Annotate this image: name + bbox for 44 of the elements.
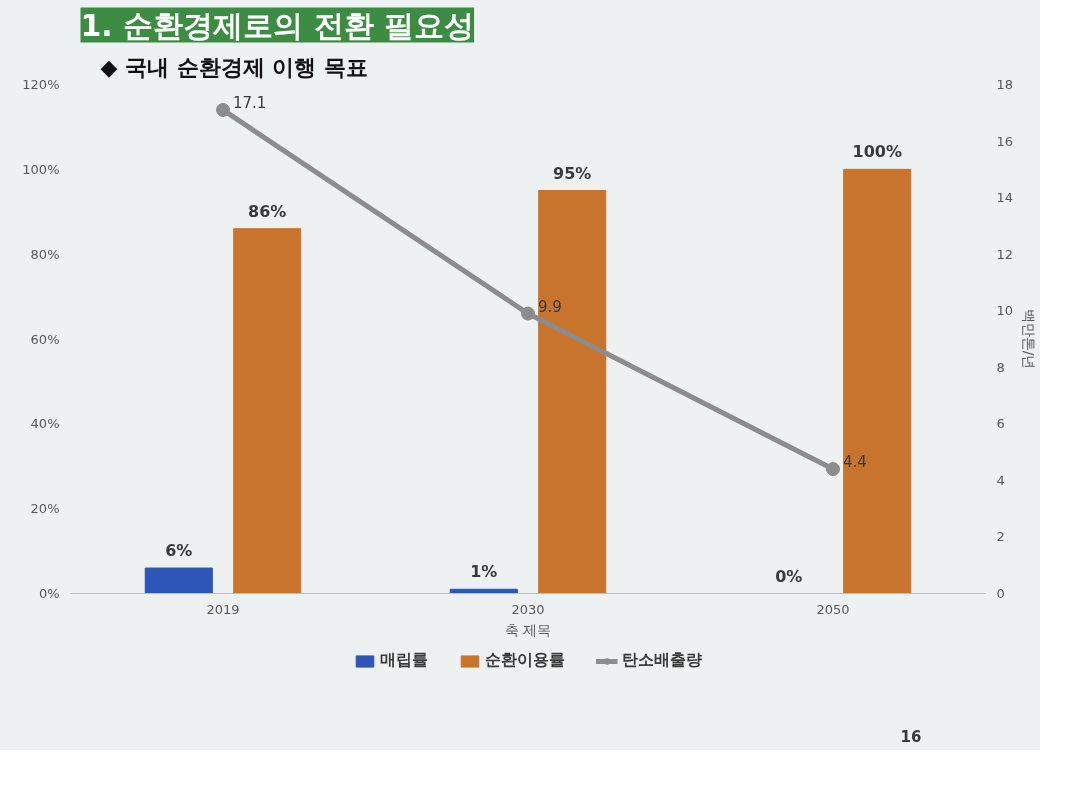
y2-tick-label: 4	[996, 472, 1005, 488]
y2-tick-label: 0	[996, 586, 1005, 601]
point	[216, 102, 230, 117]
point	[521, 306, 535, 321]
data-label: 95%	[553, 163, 592, 183]
chart-subtitle: ◆ 국내 순환경제 이행 목표	[100, 54, 369, 80]
y2-tick-label: 6	[996, 416, 1005, 432]
y2-tick-label: 2	[996, 529, 1005, 545]
data-label: 4.4	[843, 453, 867, 472]
data-label: 1%	[470, 562, 498, 582]
bar	[843, 168, 912, 594]
y2-tick-label: 8	[996, 359, 1005, 375]
x-axis-title: 축 제목	[504, 621, 552, 638]
data-label: 6%	[165, 541, 193, 561]
legend-label: 탄소배출량	[622, 650, 702, 671]
data-label: 100%	[852, 142, 902, 162]
x-tick-label: 2050	[816, 601, 850, 617]
y-tick-label: 20%	[30, 501, 60, 517]
data-label: 9.9	[538, 297, 562, 316]
text: 16	[900, 727, 922, 746]
point	[826, 462, 840, 477]
y2-tick-label: 16	[996, 133, 1014, 149]
bar	[144, 567, 213, 594]
y2-tick-label: 10	[996, 303, 1014, 319]
chart-title: 1. 순환경제로의 전환 필요성	[80, 7, 475, 43]
y2-axis-title: 백만톤/년	[1021, 308, 1038, 370]
data-label: 86%	[248, 201, 287, 221]
y2-tick-label: 18	[996, 77, 1014, 92]
legend-label: 순환이용률	[485, 650, 565, 671]
x-tick-label: 2030	[511, 601, 545, 617]
y2-tick-label: 12	[996, 246, 1014, 262]
data-label: 17.1	[233, 93, 267, 112]
y-tick-label: 0%	[38, 586, 60, 601]
y-tick-label: 60%	[30, 331, 60, 347]
bar	[538, 190, 607, 594]
y2-tick-label: 14	[996, 190, 1014, 206]
y-tick-label: 80%	[30, 246, 60, 262]
y-tick-label: 100%	[22, 161, 60, 177]
bar	[233, 228, 302, 594]
y-tick-label: 40%	[30, 416, 60, 432]
x-tick-label: 2019	[206, 601, 240, 617]
data-label: 0%	[775, 566, 803, 586]
legend-label: 매립률	[380, 650, 428, 671]
y-tick-label: 120%	[22, 77, 60, 92]
